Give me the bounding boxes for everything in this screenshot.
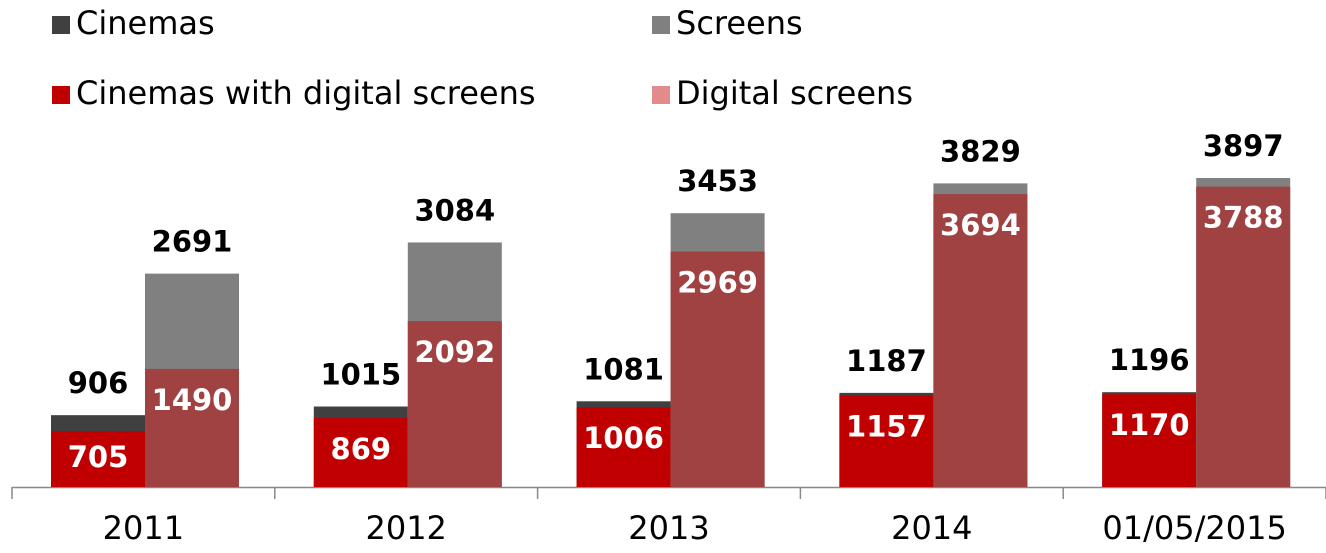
bar <box>576 407 671 487</box>
bar <box>1196 186 1291 487</box>
data-label: 1006 <box>583 421 664 455</box>
data-label: 3453 <box>677 164 758 198</box>
x-tick-label: 01/05/2015 <box>1102 509 1286 547</box>
legend-marker <box>652 16 670 34</box>
data-label: 2969 <box>677 266 758 300</box>
data-label: 906 <box>68 366 129 400</box>
data-label: 1196 <box>1109 343 1190 377</box>
bar <box>839 395 934 487</box>
data-label: 1170 <box>1109 408 1190 442</box>
legend-marker <box>652 86 670 104</box>
bar <box>1102 394 1197 487</box>
data-label: 1490 <box>152 383 233 417</box>
data-label: 3084 <box>414 193 495 227</box>
data-label: 3829 <box>940 134 1021 168</box>
legend-marker <box>52 86 70 104</box>
x-tick-label: 2012 <box>365 509 446 547</box>
legend-marker <box>52 16 70 34</box>
legend-label: Cinemas with digital screens <box>76 74 536 112</box>
bar <box>51 431 145 487</box>
x-tick-label: 2014 <box>891 509 972 547</box>
data-label: 705 <box>68 440 129 474</box>
legend-label: Digital screens <box>676 74 913 112</box>
data-label: 1187 <box>846 344 927 378</box>
data-label: 3897 <box>1203 129 1284 163</box>
bar <box>313 418 408 487</box>
data-label: 1015 <box>320 358 401 392</box>
bar <box>933 194 1028 487</box>
data-label: 3694 <box>940 208 1021 242</box>
bar <box>670 251 765 487</box>
bar <box>145 368 239 487</box>
legend-label: Screens <box>676 4 803 42</box>
x-tick-label: 2011 <box>103 509 184 547</box>
data-label: 2092 <box>414 335 495 369</box>
data-label: 2691 <box>152 225 233 259</box>
data-label: 1157 <box>846 409 927 443</box>
data-label: 3788 <box>1203 201 1284 235</box>
legend-label: Cinemas <box>76 4 215 42</box>
data-label: 1081 <box>583 352 664 386</box>
x-tick-label: 2013 <box>628 509 709 547</box>
bar <box>407 321 502 487</box>
data-label: 869 <box>331 432 392 466</box>
